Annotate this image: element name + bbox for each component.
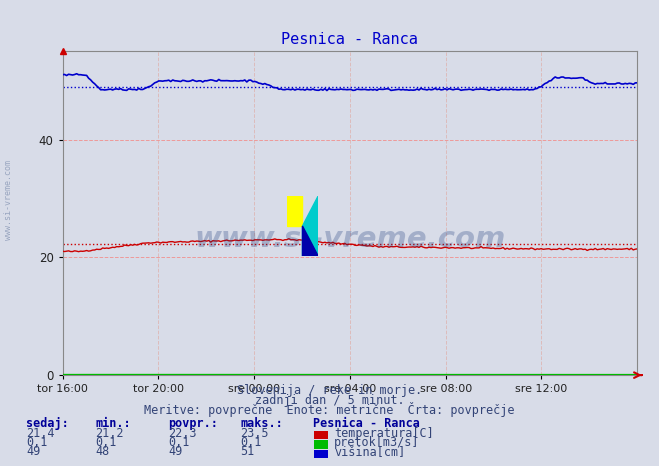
Title: Pesnica - Ranca: Pesnica - Ranca (281, 32, 418, 48)
Text: 23,5: 23,5 (241, 427, 269, 439)
Text: www.si-vreme.com: www.si-vreme.com (194, 225, 505, 253)
Text: 49: 49 (168, 445, 183, 458)
Text: pretok[m3/s]: pretok[m3/s] (334, 436, 420, 449)
Text: 0,1: 0,1 (168, 436, 189, 449)
Text: 22,3: 22,3 (168, 427, 196, 439)
Text: maks.:: maks.: (241, 418, 283, 430)
Text: www.si-vreme.com: www.si-vreme.com (4, 160, 13, 240)
Text: 21,4: 21,4 (26, 427, 55, 439)
Text: 0,1: 0,1 (241, 436, 262, 449)
Text: 48: 48 (96, 445, 110, 458)
Text: zadnji dan / 5 minut.: zadnji dan / 5 minut. (254, 394, 405, 407)
Text: 51: 51 (241, 445, 255, 458)
Text: višina[cm]: višina[cm] (334, 445, 405, 458)
Bar (287, 196, 302, 226)
Text: temperatura[C]: temperatura[C] (334, 427, 434, 439)
Polygon shape (302, 196, 318, 256)
Text: 0,1: 0,1 (26, 436, 47, 449)
Text: 49: 49 (26, 445, 41, 458)
Text: sedaj:: sedaj: (26, 418, 69, 430)
Text: 0,1: 0,1 (96, 436, 117, 449)
Text: Meritve: povprečne  Enote: metrične  Črta: povprečje: Meritve: povprečne Enote: metrične Črta:… (144, 402, 515, 417)
Text: min.:: min.: (96, 418, 131, 430)
Polygon shape (302, 226, 318, 256)
Text: povpr.:: povpr.: (168, 418, 218, 430)
Text: Pesnica - Ranca: Pesnica - Ranca (313, 418, 420, 430)
Text: 21,2: 21,2 (96, 427, 124, 439)
Text: Slovenija / reke in morje.: Slovenija / reke in morje. (237, 384, 422, 397)
